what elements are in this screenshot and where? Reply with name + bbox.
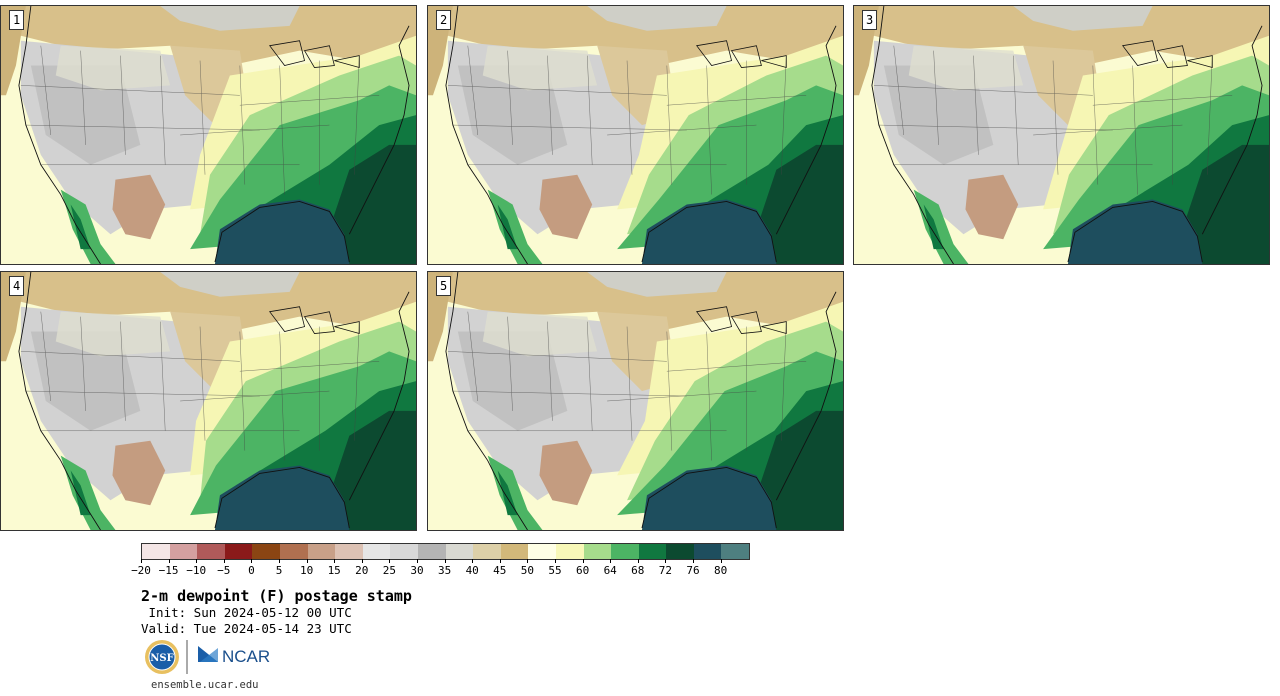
colorbar-tick-mark (361, 559, 363, 563)
colorbar-swatch (169, 544, 198, 559)
colorbar-tick-mark (251, 559, 253, 563)
dewpoint-map-2 (428, 6, 843, 264)
colorbar-swatch (252, 544, 280, 559)
colorbar-tick-mark (334, 559, 336, 563)
colorbar-tick-label: 72 (658, 564, 673, 577)
dewpoint-map-4 (1, 272, 416, 530)
colorbar-swatch (693, 544, 722, 559)
colorbar-swatch (611, 544, 639, 559)
colorbar-tick-label: 80 (713, 564, 728, 577)
colorbar-tick-label: −15 (158, 564, 179, 577)
colorbar-tick-mark (610, 559, 612, 563)
colorbar-tick-label: −20 (131, 564, 151, 577)
colorbar-swatch (445, 544, 474, 559)
colorbar-tick-label: 15 (327, 564, 341, 577)
panel-number-5: 5 (436, 276, 452, 296)
colorbar-tick-label: −10 (186, 564, 207, 577)
colorbar-swatch (417, 544, 446, 559)
colorbar (141, 543, 751, 560)
colorbar-tick-mark (693, 559, 694, 563)
dewpoint-map-1 (1, 6, 416, 264)
ncar-logo-icon: NCAR (198, 646, 270, 666)
colorbar-swatch (528, 544, 556, 559)
nsf-logo-icon: NSF (145, 640, 179, 674)
colorbar-tick-label: 45 (493, 564, 507, 577)
colorbar-tick-mark (665, 559, 667, 563)
colorbar-tick-mark (527, 559, 529, 563)
panel-number-3: 3 (862, 10, 878, 30)
colorbar-tick-label: 50 (520, 564, 535, 577)
colorbar-swatch (390, 544, 418, 559)
map-panel-5: 5 (427, 271, 844, 531)
colorbar-tick-mark (582, 559, 584, 563)
colorbar-tick-label: 76 (686, 564, 700, 577)
colorbar-tick-mark (499, 559, 501, 563)
colorbar-tick-label: 55 (548, 564, 562, 577)
dewpoint-map-3 (854, 6, 1269, 264)
colorbar-ticks: −20 −15 −10 −5 0 5 10 15 20 25 30 35 40 45 50 55 60 64 68 7… (131, 559, 756, 579)
colorbar-tick-label: 20 (355, 564, 369, 577)
map-panel-2: 2 (427, 5, 844, 265)
colorbar-swatch (500, 544, 529, 559)
colorbar-swatch (142, 544, 170, 559)
colorbar-tick-mark (168, 559, 170, 563)
colorbar-swatch (638, 544, 667, 559)
chart-title: 2-m dewpoint (F) postage stamp (141, 587, 412, 605)
ncar-logo-text: NCAR (222, 647, 270, 666)
colorbar-tick-label: −5 (217, 564, 231, 577)
dewpoint-map-5 (428, 272, 843, 530)
colorbar-swatch (197, 544, 225, 559)
colorbar-tick-mark (306, 559, 308, 563)
panel-number-4: 4 (9, 276, 25, 296)
map-panel-1: 1 (0, 5, 417, 265)
colorbar-tick-label: 10 (299, 564, 314, 577)
logos: NSF NCAR (145, 640, 270, 674)
panel-number-2: 2 (436, 10, 452, 30)
colorbar-tick-mark (223, 559, 225, 563)
colorbar-tick-label: 60 (575, 564, 590, 577)
colorbar-tick-mark (444, 559, 446, 563)
colorbar-swatch (721, 544, 750, 559)
nsf-logo-text: NSF (150, 653, 173, 664)
colorbar-tick-mark (279, 559, 280, 563)
colorbar-tick-mark (555, 559, 556, 563)
colorbar-swatch (224, 544, 253, 559)
valid-time: Valid: Tue 2024-05-14 23 UTC (141, 621, 352, 636)
colorbar-tick-mark (637, 559, 639, 563)
colorbar-swatch (666, 544, 694, 559)
map-panel-3: 3 (853, 5, 1270, 265)
colorbar-tick-mark (720, 559, 722, 563)
colorbar-tick-mark (196, 559, 198, 563)
init-time: Init: Sun 2024-05-12 00 UTC (141, 605, 352, 620)
colorbar-swatch (473, 544, 501, 559)
colorbar-tick-label: 30 (410, 564, 424, 577)
panel-number-1: 1 (9, 10, 25, 30)
colorbar-tick-mark (472, 559, 474, 563)
colorbar-swatch (583, 544, 612, 559)
colorbar-tick-label: 0 (248, 564, 255, 577)
colorbar-swatch (362, 544, 391, 559)
map-panel-4: 4 (0, 271, 417, 531)
colorbar-tick-label: 25 (382, 564, 397, 577)
colorbar-tick-label: 5 (275, 564, 283, 577)
colorbar-swatch (307, 544, 336, 559)
colorbar-tick-label: 35 (437, 564, 452, 577)
colorbar-tick-mark (141, 559, 142, 563)
colorbar-swatch (335, 544, 363, 559)
colorbar-tick-label: 40 (465, 564, 479, 577)
colorbar-swatch (279, 544, 308, 559)
colorbar-tick-label: 68 (631, 564, 645, 577)
colorbar-swatch (555, 544, 584, 559)
colorbar-tick-mark (417, 559, 418, 563)
colorbar-tick-mark (389, 559, 391, 563)
website-link[interactable]: ensemble.ucar.edu (151, 679, 259, 691)
colorbar-tick-label: 64 (603, 564, 617, 577)
